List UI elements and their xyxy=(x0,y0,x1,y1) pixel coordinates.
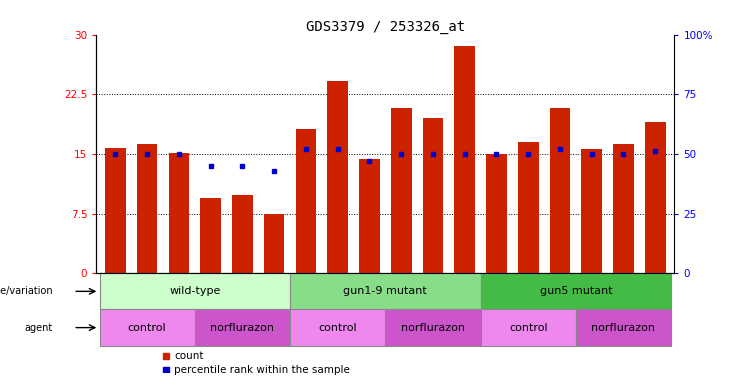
Bar xyxy=(328,81,348,273)
Bar xyxy=(195,310,290,346)
Text: control: control xyxy=(509,323,548,333)
Bar xyxy=(99,310,195,346)
Bar xyxy=(290,273,481,310)
Bar xyxy=(168,153,189,273)
Bar xyxy=(576,310,671,346)
Text: gun5 mutant: gun5 mutant xyxy=(539,286,612,296)
Text: control: control xyxy=(128,323,167,333)
Text: gun1-9 mutant: gun1-9 mutant xyxy=(343,286,428,296)
Bar xyxy=(613,144,634,273)
Text: norflurazon: norflurazon xyxy=(210,323,274,333)
Bar xyxy=(264,214,285,273)
Bar xyxy=(105,147,126,273)
Bar xyxy=(481,310,576,346)
Text: count: count xyxy=(174,351,204,361)
Bar xyxy=(99,273,290,310)
Bar xyxy=(486,154,507,273)
Bar xyxy=(200,198,221,273)
Title: GDS3379 / 253326_at: GDS3379 / 253326_at xyxy=(306,20,465,33)
Bar xyxy=(290,310,385,346)
Bar xyxy=(359,159,379,273)
Bar xyxy=(137,144,157,273)
Text: agent: agent xyxy=(24,323,53,333)
Text: control: control xyxy=(319,323,357,333)
Text: wild-type: wild-type xyxy=(169,286,221,296)
Bar xyxy=(385,310,481,346)
Bar xyxy=(518,142,539,273)
Text: norflurazon: norflurazon xyxy=(401,323,465,333)
Bar xyxy=(454,46,475,273)
Text: norflurazon: norflurazon xyxy=(591,323,656,333)
Bar xyxy=(582,149,602,273)
Bar xyxy=(391,108,411,273)
Bar xyxy=(296,129,316,273)
Bar xyxy=(550,108,571,273)
Text: percentile rank within the sample: percentile rank within the sample xyxy=(174,365,350,375)
Bar xyxy=(422,118,443,273)
Bar xyxy=(232,195,253,273)
Bar xyxy=(481,273,671,310)
Text: genotype/variation: genotype/variation xyxy=(0,286,53,296)
Bar xyxy=(645,122,665,273)
